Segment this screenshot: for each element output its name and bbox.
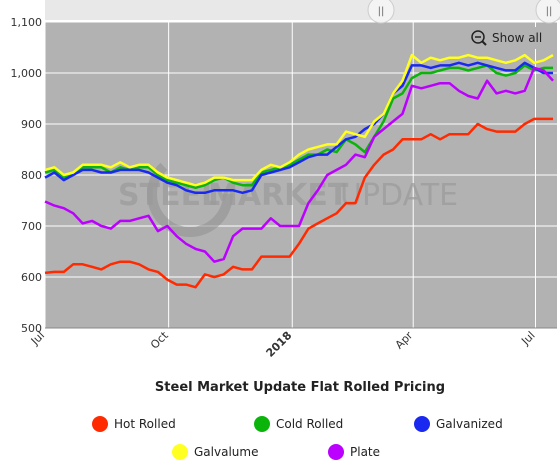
legend-marker bbox=[254, 416, 270, 432]
x-axis: Jul Oct 2018 Apr Jul bbox=[28, 327, 557, 360]
legend-item-hot-rolled[interactable]: Hot Rolled bbox=[92, 416, 176, 432]
x-tick-label: Jul bbox=[518, 329, 537, 348]
y-tick-label: 1,100 bbox=[11, 16, 43, 29]
watermark-text-update: UPDATE bbox=[340, 178, 458, 213]
chart-title: Steel Market Update Flat Rolled Pricing bbox=[155, 380, 445, 395]
show-all-label: Show all bbox=[492, 31, 542, 45]
series-line-galvanized bbox=[44, 61, 553, 195]
navigator-bar[interactable] bbox=[45, 0, 560, 20]
y-tick-label: 1,000 bbox=[11, 67, 43, 80]
y-tick-label: 500 bbox=[21, 322, 42, 335]
y-tick-label: 900 bbox=[21, 118, 42, 131]
series-line-galvalume bbox=[44, 53, 554, 187]
watermark-logo-ring bbox=[147, 151, 233, 237]
legend-label: Cold Rolled bbox=[276, 417, 343, 431]
y-tick-label: 700 bbox=[21, 220, 42, 233]
x-tick-label: Apr bbox=[393, 329, 416, 352]
y-tick-label: 800 bbox=[21, 169, 42, 182]
navigator-right-handle[interactable]: || bbox=[535, 0, 560, 24]
legend-marker bbox=[414, 416, 430, 432]
legend-marker bbox=[92, 416, 108, 432]
legend-item-galvalume[interactable]: Galvalume bbox=[172, 444, 258, 460]
x-tick-label: Oct bbox=[148, 328, 171, 351]
legend: Hot Rolled Cold Rolled Galvanized Galvalume… bbox=[92, 416, 503, 460]
series-lines bbox=[44, 53, 554, 289]
navigator-right-handle-grip: || bbox=[546, 6, 553, 17]
watermark-text-market: MARKET bbox=[208, 178, 349, 213]
legend-label: Hot Rolled bbox=[114, 417, 176, 431]
gridlines bbox=[44, 21, 557, 329]
legend-label: Galvanized bbox=[436, 417, 503, 431]
series-line-plate bbox=[44, 66, 554, 263]
legend-item-plate[interactable]: Plate bbox=[328, 444, 380, 460]
navigator-left-handle[interactable]: || bbox=[367, 0, 395, 24]
x-tick-label: 2018 bbox=[264, 329, 295, 360]
series-line-hot-rolled bbox=[44, 117, 553, 289]
zoom-out-icon bbox=[471, 30, 487, 46]
legend-label: Plate bbox=[350, 445, 380, 459]
legend-marker bbox=[328, 444, 344, 460]
legend-marker bbox=[172, 444, 188, 460]
legend-item-galvanized[interactable]: Galvanized bbox=[414, 416, 503, 432]
y-axis: 500 600 700 800 900 1,000 1,100 bbox=[11, 16, 43, 335]
y-tick-label: 600 bbox=[21, 271, 42, 284]
legend-item-cold-rolled[interactable]: Cold Rolled bbox=[254, 416, 343, 432]
navigator-left-handle-grip: || bbox=[378, 6, 385, 17]
legend-label: Galvalume bbox=[194, 445, 258, 459]
show-all-button[interactable]: Show all bbox=[462, 27, 554, 49]
